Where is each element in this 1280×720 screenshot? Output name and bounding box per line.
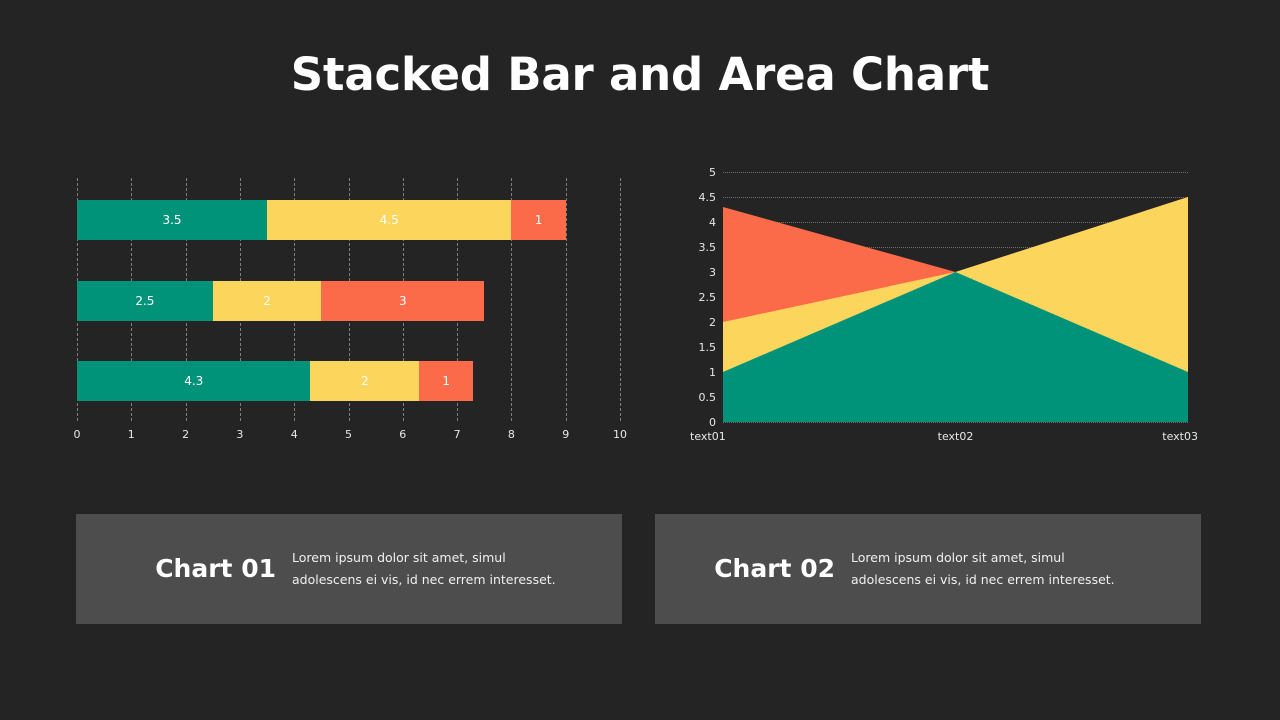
stacked-bar-chart: 3.5 4.5 1 2.5 2 3 4.3 2 1 0 1 2 3 4 5 6 7 8 9 10 [74, 178, 627, 441]
area-y-tick-label: 3.5 [698, 241, 717, 254]
caption-heading: Chart 02 [714, 554, 835, 583]
bar-row[interactable]: 3.5 4.5 1 [77, 200, 566, 240]
bar-segment[interactable]: 2.5 [77, 281, 213, 321]
area-y-tick-label: 4.5 [698, 191, 717, 204]
area-gridline [723, 247, 1188, 248]
area-plot-area [723, 172, 1188, 423]
bar-row[interactable]: 2.5 2 3 [77, 281, 485, 321]
caption-heading: Chart 01 [155, 554, 276, 583]
bar-segment[interactable]: 2 [310, 361, 420, 401]
caption-card-chart-02[interactable]: Chart 02 Lorem ipsum dolor sit amet, sim… [655, 514, 1201, 624]
bar-x-tick-label: 0 [73, 428, 81, 441]
area-gridline [723, 197, 1188, 198]
area-y-tick-label: 4 [709, 216, 716, 229]
area-y-tick-label: 2 [709, 316, 716, 329]
area-gridline [723, 422, 1188, 423]
area-x-tick-label: text02 [937, 430, 974, 443]
bar-plot-area: 3.5 4.5 1 2.5 2 3 4.3 2 1 [77, 178, 621, 421]
bar-segment[interactable]: 3 [321, 281, 485, 321]
area-y-tick-label: 0.5 [698, 391, 717, 404]
area-y-tick-label: 3 [709, 266, 716, 279]
bar-x-axis: 0 1 2 3 4 5 6 7 8 9 10 [74, 428, 628, 444]
bar-x-tick-label: 5 [345, 428, 352, 441]
bar-segment[interactable]: 1 [511, 200, 566, 240]
bar-row[interactable]: 4.3 2 1 [77, 361, 474, 401]
bar-x-tick-label: 3 [236, 428, 244, 441]
bar-segment[interactable]: 1 [419, 361, 474, 401]
bar-x-tick-label: 2 [182, 428, 190, 441]
area-y-tick-label: 0 [709, 416, 716, 429]
area-y-tick-label: 1 [709, 366, 716, 379]
bar-x-tick-label: 7 [453, 428, 461, 441]
bar-segment[interactable]: 4.5 [267, 200, 512, 240]
area-x-tick-label: text01 [690, 430, 726, 443]
caption-body-line-2: adolescens ei vis, id nec errem interess… [292, 572, 556, 587]
bar-x-tick-label: 1 [127, 428, 135, 441]
caption-card-chart-01[interactable]: Chart 01 Lorem ipsum dolor sit amet, sim… [76, 514, 622, 624]
caption-body: Lorem ipsum dolor sit amet, simul adoles… [851, 547, 1201, 591]
area-series-series01 [723, 272, 1188, 422]
bar-x-tick-label: 9 [562, 428, 570, 441]
stacked-area-chart: 0 0.5 1 1.5 2 2.5 3 3.5 4 4.5 5 text01 text02 text03 [690, 167, 1202, 452]
bar-x-tick-label: 6 [399, 428, 407, 441]
caption-body: Lorem ipsum dolor sit amet, simul adoles… [292, 547, 622, 591]
area-y-tick-label: 2.5 [698, 291, 717, 304]
bar-x-tick-label: 10 [613, 428, 627, 441]
bar-segment[interactable]: 2 [212, 281, 322, 321]
area-x-axis: text01 text02 text03 [690, 430, 1202, 446]
caption-body-line-2: adolescens ei vis, id nec errem interess… [851, 572, 1115, 587]
area-x-tick-label: text03 [1162, 430, 1198, 443]
bar-gridline [511, 178, 513, 421]
area-gridline [723, 222, 1188, 223]
page-title: Stacked Bar and Area Chart [290, 48, 990, 101]
area-y-tick-label: 1.5 [698, 341, 717, 354]
bar-x-tick-label: 8 [507, 428, 515, 441]
bar-segment[interactable]: 4.3 [77, 361, 311, 401]
area-y-axis: 0 0.5 1 1.5 2 2.5 3 3.5 4 4.5 5 [690, 167, 717, 428]
area-series-svg [723, 197, 1188, 422]
bar-gridline [620, 178, 621, 421]
area-y-tick-label: 5 [709, 166, 716, 179]
caption-body-line-1: Lorem ipsum dolor sit amet, simul [292, 550, 506, 565]
bar-x-tick-label: 4 [290, 428, 298, 441]
area-gridline [723, 172, 1188, 173]
caption-body-line-1: Lorem ipsum dolor sit amet, simul [851, 550, 1065, 565]
bar-gridline [565, 178, 567, 421]
bar-segment[interactable]: 3.5 [77, 200, 268, 240]
